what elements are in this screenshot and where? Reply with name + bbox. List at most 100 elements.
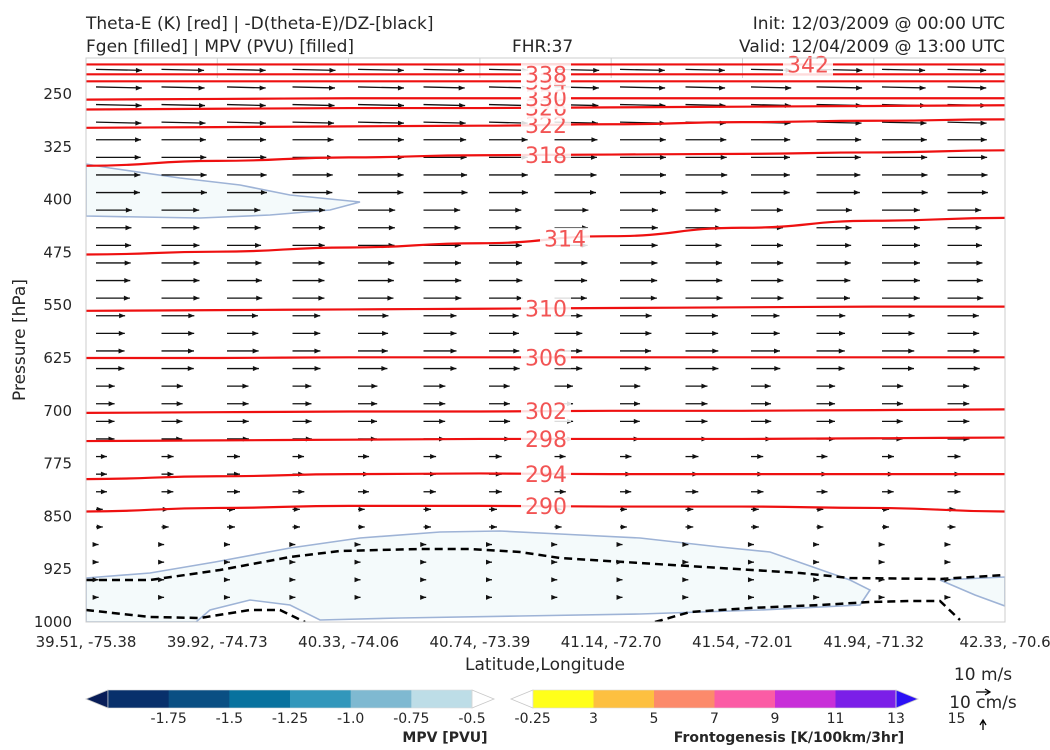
wind-arrow-head — [625, 454, 632, 460]
colorbar-tick-label: 9 — [771, 711, 780, 727]
wind-arrow-head — [198, 85, 205, 91]
wind-arrow-head — [176, 418, 183, 424]
wind-arrow-head — [485, 594, 492, 600]
wind-arrow-head — [450, 366, 457, 372]
wind-arrow-head — [108, 418, 115, 424]
wind-arrow-head — [682, 542, 689, 548]
wind-arrow-head — [659, 190, 666, 196]
wind-arrow-head — [439, 383, 446, 389]
mpv-region-upper — [86, 163, 361, 219]
colorbar-outline — [532, 689, 897, 709]
wind-arrow-head — [973, 366, 980, 372]
wind-arrow-head — [777, 278, 784, 284]
wind-arrow-head — [592, 85, 599, 91]
wind-arrow-head — [853, 190, 860, 196]
wind-arrow-head — [193, 242, 200, 248]
wind-arrow-head — [714, 207, 721, 213]
colorbar-tick-label: -1.75 — [151, 711, 187, 727]
wind-arrow-head — [981, 154, 988, 160]
colorbar-tick-label: 5 — [650, 711, 659, 727]
wind-vectors — [92, 67, 988, 600]
wind-arrow-head — [199, 137, 206, 143]
contour-label-bg — [521, 113, 571, 136]
x-axis-ticks: 39.51, -75.38 39.92, -74.73 40.33, -74.06 4… — [36, 633, 1050, 651]
wind-arrow-head — [305, 418, 312, 424]
wind-key-horizontal-arrow — [976, 688, 992, 696]
wind-arrow-head — [503, 401, 510, 407]
wind-arrow-head — [289, 594, 296, 600]
wind-arrow-head — [318, 278, 325, 284]
wind-arrow-head — [620, 524, 627, 530]
wind-arrow-head — [512, 330, 519, 336]
wind-arrow-head — [381, 366, 388, 372]
colorbar-cell — [108, 690, 170, 708]
contour-label: 314 — [544, 228, 586, 253]
wind-arrow-head — [387, 278, 394, 284]
wind-arrow-head — [92, 542, 99, 548]
wind-arrow-head — [459, 103, 466, 109]
wind-arrow-head — [387, 295, 394, 301]
contour-label-bg — [521, 63, 571, 86]
wind-arrow-head — [255, 242, 262, 248]
wind-arrow-head — [590, 172, 597, 178]
wind-arrow-head — [199, 120, 206, 126]
wind-arrow — [95, 121, 142, 124]
contour-label-bg — [521, 143, 571, 166]
contour-label: 338 — [525, 63, 567, 88]
wind-arrow-head — [319, 207, 326, 213]
wind-arrow-head — [305, 383, 312, 389]
wind-arrow-head — [878, 559, 885, 565]
wind-arrow-head — [328, 103, 335, 109]
wind-arrow-head — [188, 348, 195, 354]
wind-arrow-head — [559, 454, 566, 460]
init-time: Init: 12/03/2009 @ 00:00 UTC — [752, 14, 1005, 34]
wind-arrow-head — [260, 190, 267, 196]
wind-arrow-head — [944, 577, 951, 583]
wind-arrow-head — [167, 489, 174, 495]
wind-arrow-head — [397, 67, 404, 73]
wind-arrow-head — [458, 67, 465, 73]
wind-arrow-head — [371, 418, 378, 424]
wind-arrow-head — [980, 67, 987, 73]
x-tick-label: 40.33, -74.06 — [298, 633, 399, 651]
wind-arrow-head — [963, 401, 970, 407]
wind-arrow-head — [682, 594, 689, 600]
wind-arrow-head — [580, 295, 587, 301]
wind-arrow-head — [125, 225, 132, 231]
wind-arrow — [685, 86, 726, 89]
wind-arrow-head — [318, 242, 325, 248]
contour-label-bg — [521, 427, 571, 450]
y-tick-label: 1000 — [34, 613, 72, 631]
wind-arrow-head — [913, 242, 920, 248]
wind-arrow-head — [576, 330, 583, 336]
wind-arrow-head — [459, 120, 466, 126]
wind-arrow-head — [461, 190, 468, 196]
wind-arrow-head — [566, 383, 573, 389]
wind-arrow — [226, 103, 266, 107]
wind-arrow-head — [100, 471, 107, 477]
wind-arrow-head — [513, 366, 520, 372]
wind-arrow-head — [972, 313, 979, 319]
wind-arrow-head — [450, 313, 457, 319]
wind-arrow-head — [682, 559, 689, 565]
colorbar-tick-label: 15 — [948, 711, 966, 727]
wind-arrow-head — [920, 120, 927, 126]
wind-arrow — [816, 86, 863, 89]
wind-arrow-head — [817, 524, 824, 530]
wind-arrow-head — [711, 313, 718, 319]
wind-arrow-head — [108, 401, 115, 407]
wind-arrow-head — [318, 295, 325, 301]
chart-title-line-2: Fgen [filled] | MPV (PVU) [filled] — [86, 37, 355, 57]
stability-contour-lower — [86, 608, 306, 622]
wind-arrow — [685, 103, 726, 107]
wind-arrow-head — [821, 454, 828, 460]
wind-arrow — [619, 103, 666, 107]
wind-arrow-head — [764, 401, 771, 407]
wind-arrow-head — [576, 348, 583, 354]
wind-arrow-head — [828, 418, 835, 424]
wind-arrow-head — [397, 120, 404, 126]
contour-label: 302 — [525, 400, 567, 425]
wind-arrow-head — [96, 524, 103, 530]
wind-arrow-head — [774, 348, 781, 354]
wind-arrow-head — [963, 383, 970, 389]
